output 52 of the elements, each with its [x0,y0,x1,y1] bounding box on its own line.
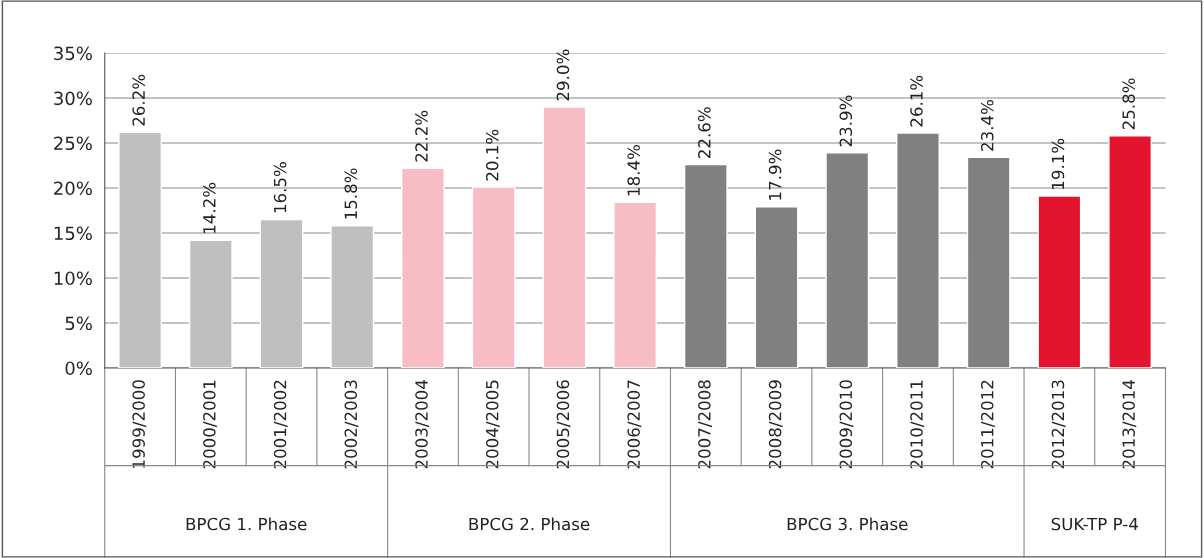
x-tick-label: 2009/2010 [839,380,854,469]
x-tick-label: 2008/2009 [768,380,783,469]
data-label: 22.2% [415,110,428,162]
data-label: 18.4% [627,144,640,196]
x-tick-label: 2006/2007 [627,380,642,469]
x-tick-label: 2004/2005 [485,380,500,469]
text: BPCG 3. Phase [787,517,908,531]
data-label: 15.8% [344,168,358,219]
data-label: 25.8% [1122,78,1135,130]
x-tick-label: 2011/2012 [980,380,995,469]
x-tick-label: 2005/2006 [556,380,571,469]
y-tick-label: 5% [65,316,92,331]
x-tick-label: 2012/2013 [1051,380,1066,469]
y-tick-label: 0% [65,361,92,376]
data-label: 17.9% [768,149,782,200]
x-tick-label: 2001/2002 [273,380,288,469]
bar [330,225,375,368]
data-label: 19.1% [1051,138,1065,189]
x-tick-label: 1999/2000 [132,380,147,468]
bar [613,201,658,368]
bar [118,131,163,368]
x-tick-label: 2003/2004 [415,380,430,469]
data-label: 29.0% [556,49,570,101]
y-tick-label: 35% [54,46,92,61]
x-tick-label: 2000/2001 [203,380,217,469]
x-tick-label: 2002/2003 [344,380,359,469]
data-label: 14.2% [203,182,216,233]
x-tick-label: 2010/2011 [910,380,925,469]
y-tick-label: 15% [54,226,92,241]
bar [542,106,587,368]
x-tick-label: 2007/2008 [698,380,712,469]
bar [259,218,304,368]
data-label: 26.2% [132,74,145,126]
bar [1037,195,1082,368]
data-label: 16.5% [273,162,287,213]
x-tick-label: 2013/2014 [1122,380,1137,469]
bar [401,167,445,368]
y-tick-label: 10% [54,271,92,286]
bar [471,186,516,368]
text: BPCG 1. Phase [186,517,307,531]
text: BPCG 2. Phase [469,517,590,531]
bar [1108,135,1153,368]
y-tick-label: 20% [54,181,92,196]
data-label: 26.1% [910,75,923,127]
y-tick-label: 30% [54,91,92,106]
data-label: 22.6% [698,107,711,158]
bar [188,239,233,368]
data-label: 20.1% [485,129,499,181]
data-label: 23.9% [839,95,853,147]
y-tick-label: 25% [54,136,92,151]
data-label: 23.4% [980,99,994,151]
text: SUK-TP P-4 [1051,517,1138,531]
